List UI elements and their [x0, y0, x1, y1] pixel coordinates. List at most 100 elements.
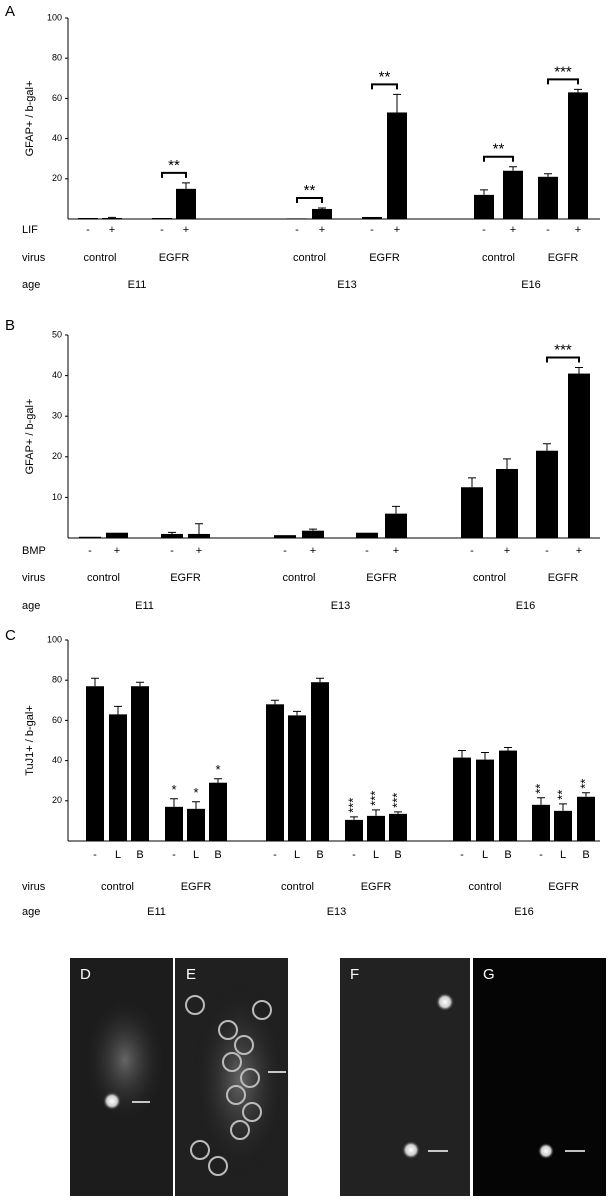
- bar: [577, 796, 595, 841]
- bar: [176, 188, 196, 219]
- panel-label: B: [5, 317, 15, 334]
- cell: [538, 1143, 554, 1159]
- significance-bracket: [483, 155, 514, 162]
- x-tick-label: B: [582, 849, 589, 861]
- x-tick-label: -: [545, 545, 549, 557]
- bar: [474, 194, 494, 219]
- significance: ***: [554, 63, 572, 80]
- row-label: virus: [22, 572, 46, 584]
- x-tick-label: -: [172, 849, 176, 861]
- y-tick-label: 10: [52, 492, 62, 502]
- x-tick-label: +: [196, 545, 202, 557]
- age-label: E13: [331, 600, 351, 612]
- error-bar: [543, 443, 551, 451]
- x-tick-label: -: [470, 545, 474, 557]
- bar: [152, 217, 172, 219]
- error-bar: [468, 477, 476, 488]
- x-tick-label: B: [214, 849, 221, 861]
- virus-label: control: [482, 252, 515, 264]
- virus-label: control: [282, 572, 315, 584]
- virus-label: EGFR: [369, 252, 400, 264]
- error-bar: [214, 778, 222, 783]
- bar: [311, 682, 329, 841]
- x-tick-label: L: [115, 849, 121, 861]
- x-tick-label: -: [370, 224, 374, 236]
- x-tick-label: +: [310, 545, 316, 557]
- x-tick-label: -: [365, 545, 369, 557]
- y-tick-label: 20: [52, 451, 62, 461]
- bar: [165, 806, 183, 841]
- error-bar: [108, 216, 116, 218]
- bar: [79, 536, 101, 538]
- error-bar: [168, 531, 176, 534]
- row-label: age: [22, 279, 40, 291]
- error-bar: [392, 505, 400, 514]
- bar: [188, 533, 210, 538]
- x-tick-label: +: [114, 545, 120, 557]
- bar: [345, 819, 363, 841]
- error-bar: [136, 681, 144, 687]
- error-bar: [575, 366, 583, 374]
- x-tick-label: -: [352, 849, 356, 861]
- virus-label: EGFR: [181, 881, 212, 893]
- bar: [312, 208, 332, 219]
- significance: **: [493, 141, 505, 158]
- x-tick-label: +: [183, 224, 189, 236]
- y-tick-label: 40: [52, 133, 62, 143]
- bar: [568, 92, 588, 219]
- significance: **: [168, 157, 180, 174]
- bar: [106, 532, 128, 538]
- micrograph-f: [340, 958, 470, 1196]
- x-tick-label: -: [295, 224, 299, 236]
- bar: [496, 468, 518, 538]
- significance: **: [304, 182, 316, 199]
- x-tick-label: -: [160, 224, 164, 236]
- x-tick-label: -: [93, 849, 97, 861]
- x-tick-label: +: [393, 545, 399, 557]
- y-tick-label: 80: [52, 53, 62, 63]
- y-tick-label: 60: [52, 93, 62, 103]
- x-tick-label: +: [576, 545, 582, 557]
- significance: *: [171, 782, 176, 797]
- x-tick-label: -: [460, 849, 464, 861]
- x-tick-label: -: [88, 545, 92, 557]
- y-tick-label: 20: [52, 173, 62, 183]
- error-bar: [503, 458, 511, 469]
- bar: [387, 112, 407, 219]
- virus-label: EGFR: [548, 572, 579, 584]
- virus-label: EGFR: [159, 252, 190, 264]
- significance-bracket: [547, 78, 579, 85]
- significance: ***: [367, 791, 382, 806]
- bar: [161, 533, 183, 538]
- bar: [503, 170, 523, 219]
- cell: [402, 1141, 420, 1159]
- panel-label: G: [483, 966, 495, 983]
- significance: ***: [345, 798, 360, 813]
- virus-label: control: [293, 252, 326, 264]
- cell: [436, 993, 454, 1011]
- y-tick-label: 40: [52, 370, 62, 380]
- error-bar: [458, 750, 466, 758]
- cell-cluster: [185, 995, 272, 1176]
- panel-label: A: [5, 3, 15, 20]
- error-bar: [309, 528, 317, 531]
- x-tick-label: B: [136, 849, 143, 861]
- error-bar: [559, 803, 567, 811]
- row-label: virus: [22, 252, 46, 264]
- x-tick-label: +: [504, 545, 510, 557]
- error-bar: [509, 166, 517, 171]
- bar: [385, 513, 407, 538]
- bar: [453, 757, 471, 841]
- age-label: E13: [337, 279, 357, 291]
- virus-label: EGFR: [170, 572, 201, 584]
- significance: *: [193, 785, 198, 800]
- x-tick-label: -: [283, 545, 287, 557]
- significance-bracket: [161, 171, 187, 178]
- error-bar: [318, 207, 326, 209]
- x-tick-label: -: [546, 224, 550, 236]
- error-bar: [114, 705, 122, 715]
- virus-label: control: [101, 881, 134, 893]
- y-axis-label: TuJ1+ / b-gal+: [24, 705, 36, 776]
- x-tick-label: L: [193, 849, 199, 861]
